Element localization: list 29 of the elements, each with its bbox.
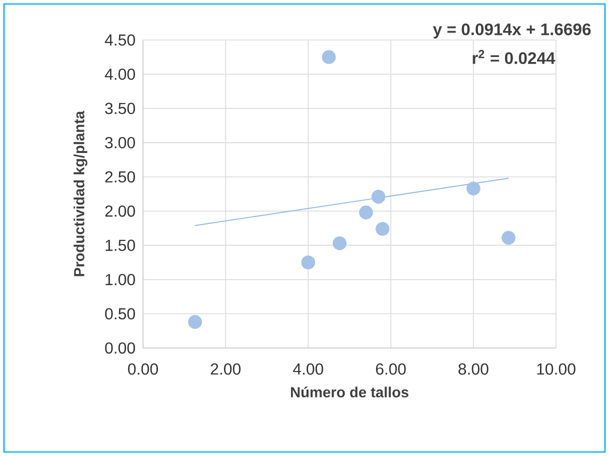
point (376, 222, 390, 236)
point (371, 190, 386, 204)
y-tick-label: 1.50 (106, 240, 136, 251)
y-tick-label: 2.50 (105, 171, 136, 183)
y-tick-label: 3.00 (105, 137, 136, 148)
point (188, 315, 202, 329)
point (359, 206, 373, 220)
text: y = 0.0914x + 1.6696 (432, 23, 591, 39)
x-tick-label: 2.00 (210, 363, 241, 375)
x-tick-label: 8.00 (458, 363, 488, 375)
y-tick-label: 0.50 (105, 308, 136, 320)
x-tick-label: 10.00 (537, 363, 576, 375)
point (322, 50, 336, 64)
point (466, 182, 480, 196)
y-tick-label: 3.50 (105, 102, 136, 114)
y-tick-label: 0.00 (105, 342, 136, 354)
point (301, 256, 316, 270)
x-tick-label: 6.00 (376, 363, 406, 375)
x-tick-label: 4.00 (293, 363, 324, 375)
point (332, 236, 347, 250)
point (502, 230, 516, 245)
y-axis-title: Productividad kg/planta (74, 110, 88, 276)
y-tick-label: 4.00 (104, 68, 136, 80)
annotation: r$^{2}$ = 0.0244 (472, 50, 556, 64)
y-tick-label: 2.00 (105, 205, 136, 217)
y-tick-label: 4.50 (104, 34, 136, 46)
y-tick-label: 1.00 (106, 274, 136, 286)
x-axis-title: Número de tallos (290, 386, 408, 398)
x-tick-label: 0.00 (128, 363, 158, 375)
